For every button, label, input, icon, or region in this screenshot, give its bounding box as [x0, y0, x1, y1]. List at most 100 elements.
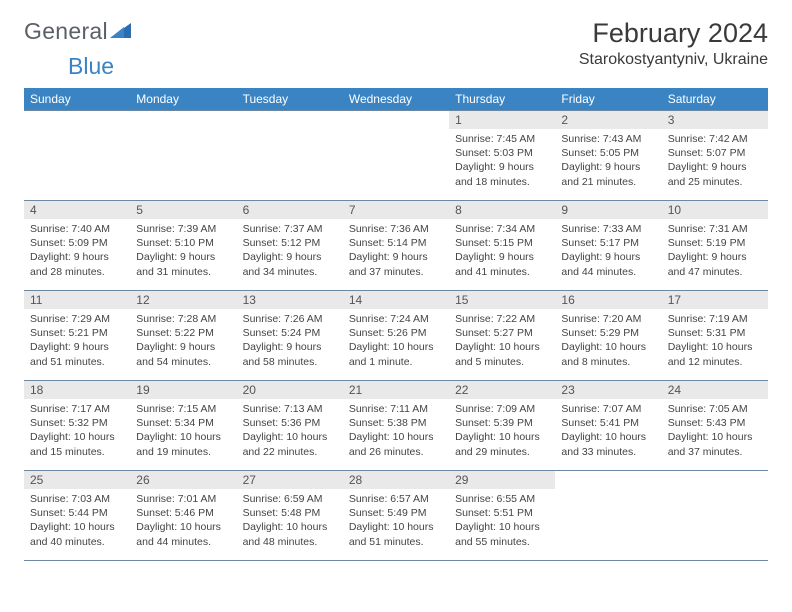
day-text: Sunrise: 7:11 AMSunset: 5:38 PMDaylight:…	[343, 399, 449, 463]
day-text: Sunrise: 6:57 AMSunset: 5:49 PMDaylight:…	[343, 489, 449, 553]
day-text: Sunrise: 7:15 AMSunset: 5:34 PMDaylight:…	[130, 399, 236, 463]
day-cell: 24Sunrise: 7:05 AMSunset: 5:43 PMDayligh…	[662, 381, 768, 471]
day-number: 4	[24, 201, 130, 219]
day-number: 17	[662, 291, 768, 309]
day-number: 24	[662, 381, 768, 399]
day-cell: 22Sunrise: 7:09 AMSunset: 5:39 PMDayligh…	[449, 381, 555, 471]
day-cell: .	[237, 111, 343, 201]
day-number: 2	[555, 111, 661, 129]
day-cell: 29Sunrise: 6:55 AMSunset: 5:51 PMDayligh…	[449, 471, 555, 561]
day-cell: 5Sunrise: 7:39 AMSunset: 5:10 PMDaylight…	[130, 201, 236, 291]
day-number: 20	[237, 381, 343, 399]
day-number: 19	[130, 381, 236, 399]
day-cell: 8Sunrise: 7:34 AMSunset: 5:15 PMDaylight…	[449, 201, 555, 291]
week-row: 11Sunrise: 7:29 AMSunset: 5:21 PMDayligh…	[24, 291, 768, 381]
day-number: 1	[449, 111, 555, 129]
day-cell: 7Sunrise: 7:36 AMSunset: 5:14 PMDaylight…	[343, 201, 449, 291]
location: Starokostyantyniv, Ukraine	[579, 51, 768, 69]
day-cell: 14Sunrise: 7:24 AMSunset: 5:26 PMDayligh…	[343, 291, 449, 381]
day-number: 25	[24, 471, 130, 489]
day-text: Sunrise: 7:42 AMSunset: 5:07 PMDaylight:…	[662, 129, 768, 193]
dow-sunday: Sunday	[24, 88, 130, 111]
logo-word1: General	[24, 18, 108, 45]
day-cell: .	[555, 471, 661, 561]
day-cell: 10Sunrise: 7:31 AMSunset: 5:19 PMDayligh…	[662, 201, 768, 291]
day-text: Sunrise: 7:34 AMSunset: 5:15 PMDaylight:…	[449, 219, 555, 283]
day-number: 12	[130, 291, 236, 309]
day-cell: 1Sunrise: 7:45 AMSunset: 5:03 PMDaylight…	[449, 111, 555, 201]
day-number: 9	[555, 201, 661, 219]
day-text: Sunrise: 7:03 AMSunset: 5:44 PMDaylight:…	[24, 489, 130, 553]
day-cell: 16Sunrise: 7:20 AMSunset: 5:29 PMDayligh…	[555, 291, 661, 381]
day-text: Sunrise: 7:37 AMSunset: 5:12 PMDaylight:…	[237, 219, 343, 283]
calendar-table: SundayMondayTuesdayWednesdayThursdayFrid…	[24, 88, 768, 561]
day-text: Sunrise: 7:17 AMSunset: 5:32 PMDaylight:…	[24, 399, 130, 463]
week-row: 4Sunrise: 7:40 AMSunset: 5:09 PMDaylight…	[24, 201, 768, 291]
day-number: 18	[24, 381, 130, 399]
day-number: 5	[130, 201, 236, 219]
logo: General	[24, 18, 132, 45]
day-text: Sunrise: 7:39 AMSunset: 5:10 PMDaylight:…	[130, 219, 236, 283]
day-number: 21	[343, 381, 449, 399]
day-number: 3	[662, 111, 768, 129]
day-text: Sunrise: 7:28 AMSunset: 5:22 PMDaylight:…	[130, 309, 236, 373]
day-cell: 4Sunrise: 7:40 AMSunset: 5:09 PMDaylight…	[24, 201, 130, 291]
day-number: 16	[555, 291, 661, 309]
day-text: Sunrise: 6:59 AMSunset: 5:48 PMDaylight:…	[237, 489, 343, 553]
day-cell: .	[343, 111, 449, 201]
day-number: 6	[237, 201, 343, 219]
days-of-week-row: SundayMondayTuesdayWednesdayThursdayFrid…	[24, 88, 768, 111]
day-text: Sunrise: 7:31 AMSunset: 5:19 PMDaylight:…	[662, 219, 768, 283]
dow-thursday: Thursday	[449, 88, 555, 111]
title-block: February 2024 Starokostyantyniv, Ukraine	[579, 18, 768, 69]
day-text: Sunrise: 7:09 AMSunset: 5:39 PMDaylight:…	[449, 399, 555, 463]
day-cell: 6Sunrise: 7:37 AMSunset: 5:12 PMDaylight…	[237, 201, 343, 291]
day-cell: .	[24, 111, 130, 201]
day-text: Sunrise: 7:29 AMSunset: 5:21 PMDaylight:…	[24, 309, 130, 373]
month-title: February 2024	[579, 18, 768, 49]
day-number: 14	[343, 291, 449, 309]
week-row: 25Sunrise: 7:03 AMSunset: 5:44 PMDayligh…	[24, 471, 768, 561]
dow-monday: Monday	[130, 88, 236, 111]
day-text: Sunrise: 7:36 AMSunset: 5:14 PMDaylight:…	[343, 219, 449, 283]
day-number: 10	[662, 201, 768, 219]
day-text: Sunrise: 7:20 AMSunset: 5:29 PMDaylight:…	[555, 309, 661, 373]
day-text: Sunrise: 7:43 AMSunset: 5:05 PMDaylight:…	[555, 129, 661, 193]
day-cell: 12Sunrise: 7:28 AMSunset: 5:22 PMDayligh…	[130, 291, 236, 381]
dow-tuesday: Tuesday	[237, 88, 343, 111]
day-cell: 20Sunrise: 7:13 AMSunset: 5:36 PMDayligh…	[237, 381, 343, 471]
dow-friday: Friday	[555, 88, 661, 111]
day-text: Sunrise: 7:24 AMSunset: 5:26 PMDaylight:…	[343, 309, 449, 373]
day-cell: 27Sunrise: 6:59 AMSunset: 5:48 PMDayligh…	[237, 471, 343, 561]
day-text: Sunrise: 7:19 AMSunset: 5:31 PMDaylight:…	[662, 309, 768, 373]
logo-word2: Blue	[68, 53, 114, 79]
day-text: Sunrise: 7:07 AMSunset: 5:41 PMDaylight:…	[555, 399, 661, 463]
day-cell: 18Sunrise: 7:17 AMSunset: 5:32 PMDayligh…	[24, 381, 130, 471]
day-text: Sunrise: 7:01 AMSunset: 5:46 PMDaylight:…	[130, 489, 236, 553]
day-text: Sunrise: 7:40 AMSunset: 5:09 PMDaylight:…	[24, 219, 130, 283]
day-number: 22	[449, 381, 555, 399]
day-cell: 25Sunrise: 7:03 AMSunset: 5:44 PMDayligh…	[24, 471, 130, 561]
day-cell: 28Sunrise: 6:57 AMSunset: 5:49 PMDayligh…	[343, 471, 449, 561]
day-text: Sunrise: 7:05 AMSunset: 5:43 PMDaylight:…	[662, 399, 768, 463]
day-cell: 17Sunrise: 7:19 AMSunset: 5:31 PMDayligh…	[662, 291, 768, 381]
day-number: 15	[449, 291, 555, 309]
dow-saturday: Saturday	[662, 88, 768, 111]
day-text: Sunrise: 7:33 AMSunset: 5:17 PMDaylight:…	[555, 219, 661, 283]
logo-triangle-icon	[110, 18, 132, 45]
day-number: 27	[237, 471, 343, 489]
day-text: Sunrise: 6:55 AMSunset: 5:51 PMDaylight:…	[449, 489, 555, 553]
day-text: Sunrise: 7:26 AMSunset: 5:24 PMDaylight:…	[237, 309, 343, 373]
day-number: 23	[555, 381, 661, 399]
day-cell: 19Sunrise: 7:15 AMSunset: 5:34 PMDayligh…	[130, 381, 236, 471]
day-cell: 15Sunrise: 7:22 AMSunset: 5:27 PMDayligh…	[449, 291, 555, 381]
day-cell: 23Sunrise: 7:07 AMSunset: 5:41 PMDayligh…	[555, 381, 661, 471]
week-row: . . . . 1Sunrise: 7:45 AMSunset: 5:03 PM…	[24, 111, 768, 201]
day-number: 29	[449, 471, 555, 489]
day-number: 11	[24, 291, 130, 309]
day-cell: 13Sunrise: 7:26 AMSunset: 5:24 PMDayligh…	[237, 291, 343, 381]
day-text: Sunrise: 7:45 AMSunset: 5:03 PMDaylight:…	[449, 129, 555, 193]
day-cell: 2Sunrise: 7:43 AMSunset: 5:05 PMDaylight…	[555, 111, 661, 201]
day-cell: 26Sunrise: 7:01 AMSunset: 5:46 PMDayligh…	[130, 471, 236, 561]
day-cell: .	[130, 111, 236, 201]
